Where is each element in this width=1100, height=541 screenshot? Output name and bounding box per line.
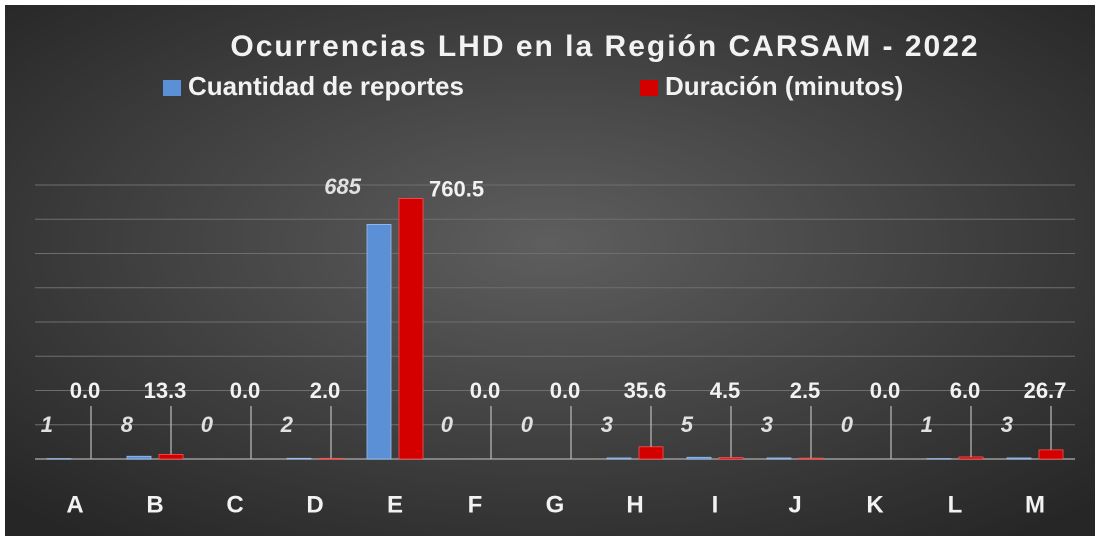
- background: [5, 5, 1095, 536]
- data-label: 0: [841, 412, 854, 437]
- x-tick-label: E: [387, 491, 403, 518]
- x-tick-label: J: [788, 491, 801, 518]
- x-tick-label: C: [226, 491, 243, 518]
- data-label: 0.0: [870, 378, 901, 403]
- data-label: 5: [681, 412, 694, 437]
- data-label: 3: [1001, 412, 1013, 437]
- data-label: 2: [280, 412, 294, 437]
- x-tick-label: B: [146, 491, 163, 518]
- data-label: 0: [521, 412, 534, 437]
- data-label: 760.5: [429, 176, 484, 201]
- data-label: 26.7: [1024, 378, 1067, 403]
- legend-swatch: [640, 80, 658, 96]
- data-label: 1: [921, 412, 933, 437]
- bar: [366, 223, 392, 460]
- bar: [606, 457, 632, 460]
- bar: [718, 457, 744, 460]
- data-label: 6.0: [950, 378, 981, 403]
- legend-label: Duración (minutos): [665, 71, 903, 101]
- bar: [398, 198, 424, 460]
- x-tick-label: I: [712, 491, 719, 518]
- data-label: 0.0: [550, 378, 581, 403]
- data-label: 35.6: [624, 378, 667, 403]
- data-label: 0: [441, 412, 454, 437]
- data-label: 2.5: [790, 378, 821, 403]
- bar: [1006, 457, 1032, 460]
- x-tick-label: F: [468, 491, 483, 518]
- bar: [686, 456, 712, 460]
- bar: [958, 456, 984, 460]
- x-tick-label: A: [66, 491, 83, 518]
- data-label: 0.0: [470, 378, 501, 403]
- x-tick-label: M: [1025, 491, 1045, 518]
- x-tick-label: K: [866, 491, 884, 518]
- data-label: 0.0: [230, 378, 261, 403]
- bar: [638, 446, 664, 460]
- chart-title: Ocurrencias LHD en la Región CARSAM - 20…: [230, 30, 979, 63]
- data-label: 3: [761, 412, 773, 437]
- data-label: 2.0: [310, 378, 341, 403]
- x-tick-label: L: [948, 491, 963, 518]
- data-label: 13.3: [144, 378, 187, 403]
- bar: [1038, 449, 1064, 460]
- data-label: 1: [41, 412, 53, 437]
- bar: [798, 457, 824, 460]
- bar: [158, 454, 184, 460]
- data-label: 685: [324, 174, 361, 199]
- x-tick-label: D: [306, 491, 323, 518]
- bar: [766, 457, 792, 460]
- bar: [318, 457, 344, 460]
- bar: [126, 455, 152, 460]
- x-tick-label: G: [546, 491, 565, 518]
- legend-label: Cuantidad de reportes: [188, 71, 464, 101]
- data-label: 4.5: [710, 378, 741, 403]
- data-label: 0.0: [70, 378, 101, 403]
- data-label: 3: [601, 412, 613, 437]
- data-label: 0: [201, 412, 214, 437]
- legend-swatch: [163, 80, 181, 96]
- data-label: 8: [121, 412, 134, 437]
- x-tick-label: H: [626, 491, 643, 518]
- bar: [286, 457, 312, 460]
